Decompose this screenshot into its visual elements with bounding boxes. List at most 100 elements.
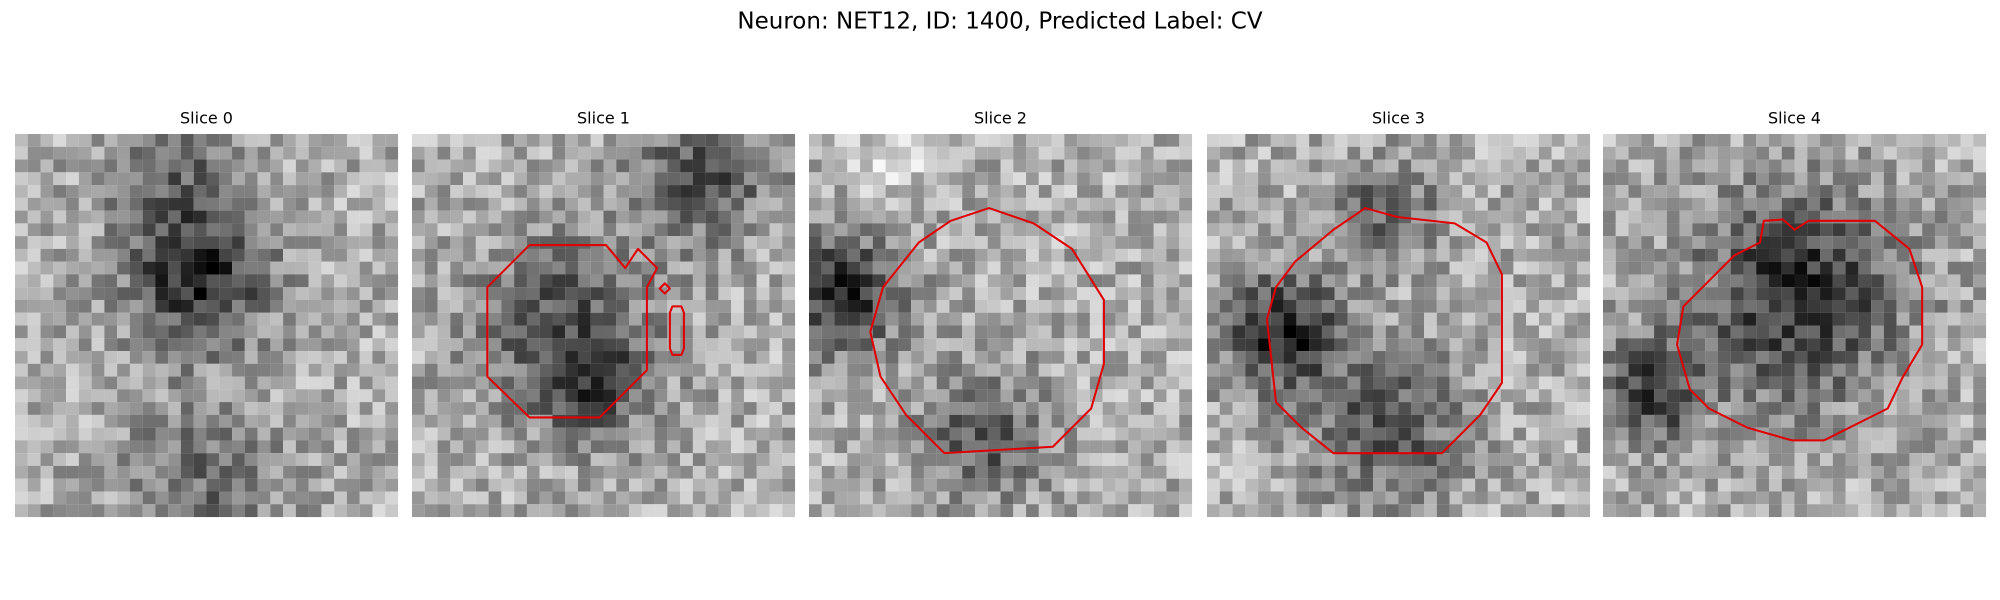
pixel <box>1077 172 1090 186</box>
pixel <box>847 185 861 198</box>
pixel <box>962 312 976 326</box>
pixel <box>1051 351 1065 364</box>
pixel <box>437 427 451 441</box>
pixel <box>1398 146 1412 160</box>
pixel <box>1372 248 1386 262</box>
pixel <box>1768 363 1782 377</box>
pixel <box>834 146 848 160</box>
pixel <box>731 185 744 198</box>
pixel <box>424 185 438 198</box>
pixel <box>1526 504 1539 518</box>
pixel <box>1232 440 1246 454</box>
pixel <box>321 312 335 326</box>
pixel <box>66 185 79 198</box>
pixel <box>1513 223 1527 237</box>
pixel <box>782 389 796 403</box>
pixel <box>629 223 642 237</box>
pixel <box>974 376 988 390</box>
pixel <box>885 287 899 301</box>
pixel <box>1883 185 1897 198</box>
pixel <box>488 146 502 160</box>
pixel <box>385 453 399 466</box>
pixel <box>847 197 861 211</box>
pixel <box>27 134 41 147</box>
pixel <box>1309 325 1322 339</box>
pixel <box>1102 185 1116 198</box>
pixel <box>1500 402 1514 415</box>
pixel <box>1641 210 1655 224</box>
pixel <box>1551 210 1565 224</box>
pixel <box>629 389 642 403</box>
pixel <box>1577 236 1591 249</box>
pixel <box>142 274 156 288</box>
pixel <box>769 236 783 249</box>
pixel <box>1026 236 1039 249</box>
pixel <box>1153 414 1167 428</box>
pixel <box>1487 210 1501 224</box>
pixel <box>40 274 54 288</box>
pixel <box>155 491 169 505</box>
pixel <box>1577 338 1591 352</box>
pixel <box>1411 261 1425 275</box>
pixel <box>1089 210 1103 224</box>
pixel <box>1628 274 1642 288</box>
pixel <box>821 478 835 492</box>
pixel <box>1947 338 1961 352</box>
pixel <box>450 414 464 428</box>
pixel <box>1513 376 1527 390</box>
pixel <box>680 376 693 390</box>
pixel <box>475 287 489 301</box>
pixel <box>1692 274 1706 288</box>
pixel <box>1666 440 1680 454</box>
pixel <box>885 363 899 377</box>
pixel <box>1743 478 1757 492</box>
pixel <box>1013 465 1027 479</box>
pixel <box>412 299 425 313</box>
pixel <box>283 312 296 326</box>
pixel <box>539 440 553 454</box>
pixel <box>1487 453 1501 466</box>
pixel <box>1360 440 1374 454</box>
pixel <box>1026 389 1039 403</box>
pixel <box>437 363 451 377</box>
pixel <box>1000 287 1014 301</box>
pixel <box>1628 363 1642 377</box>
pixel <box>346 440 360 454</box>
pixel <box>539 478 553 492</box>
pixel <box>1207 427 1220 441</box>
pixel <box>1258 440 1271 454</box>
pixel <box>1564 312 1578 326</box>
pixel <box>1947 134 1961 147</box>
pixel <box>821 453 835 466</box>
pixel <box>424 325 438 339</box>
pixel <box>1564 453 1578 466</box>
pixel <box>1551 491 1565 505</box>
pixel <box>1077 287 1090 301</box>
pixel <box>1883 210 1897 224</box>
pixel <box>129 465 143 479</box>
pixel <box>667 287 681 301</box>
pixel <box>321 376 335 390</box>
pixel <box>923 287 937 301</box>
pixel <box>437 338 451 352</box>
pixel <box>1089 261 1103 275</box>
pixel <box>1871 440 1884 454</box>
pixel <box>1743 248 1757 262</box>
pixel <box>463 402 476 415</box>
pixel <box>1564 402 1578 415</box>
pixel <box>616 427 630 441</box>
pixel <box>1820 287 1833 301</box>
pixel <box>1641 453 1655 466</box>
pixel <box>142 351 156 364</box>
pixel <box>1654 465 1667 479</box>
pixel <box>577 210 591 224</box>
pixel <box>155 223 169 237</box>
pixel <box>1526 465 1539 479</box>
pixel <box>1845 427 1859 441</box>
pixel <box>385 389 399 403</box>
pixel <box>1551 299 1565 313</box>
pixel <box>463 248 476 262</box>
pixel <box>1038 159 1052 173</box>
pixel <box>1692 338 1706 352</box>
pixel <box>718 504 732 518</box>
